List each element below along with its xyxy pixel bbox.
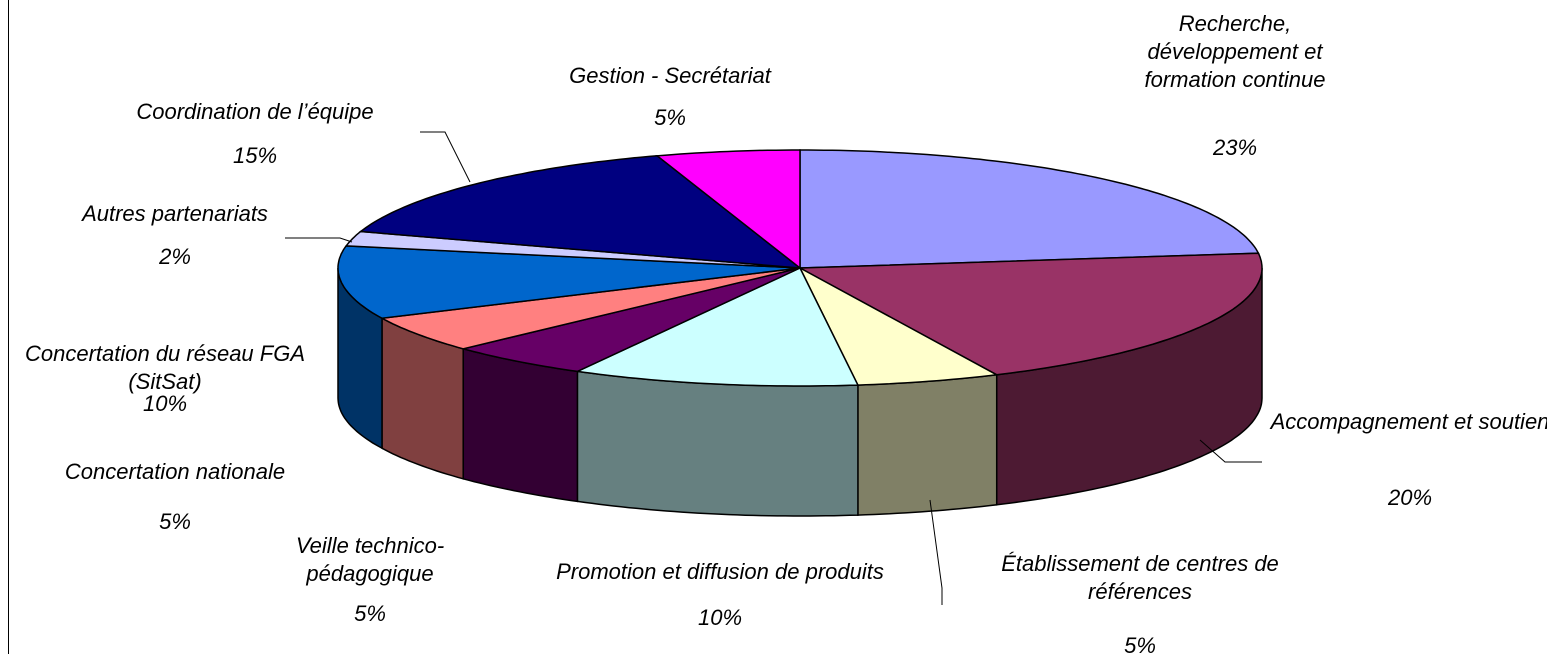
slice — [337, 245, 801, 319]
slice — [655, 149, 801, 270]
slice — [797, 252, 1263, 376]
slice — [574, 267, 860, 387]
slice-label: Établissement de centres de références — [1001, 551, 1279, 604]
slice-value-label: 5% — [654, 105, 686, 130]
leader-line — [285, 237, 353, 243]
slice-value-label: 23% — [1212, 135, 1258, 160]
slice-value-label: 10% — [697, 605, 743, 630]
slice-label: Concertation du réseau FGA (SitSat) — [24, 341, 306, 394]
slice-label: Coordination de l’équipe — [136, 99, 374, 124]
slice-value-label: 2% — [159, 244, 191, 269]
slice-side — [576, 370, 859, 517]
leader-line — [420, 131, 471, 183]
slice-value-label: 20% — [1387, 485, 1433, 510]
slice-value-label: 5% — [354, 601, 386, 626]
slice-label: Promotion et diffusion de produits — [556, 559, 884, 584]
slice — [799, 149, 1260, 269]
slice-label: Veille technico-pédagogique — [295, 533, 445, 586]
slice — [463, 267, 801, 373]
slice-value-label: 15% — [232, 143, 278, 168]
slice-value-label: 5% — [1124, 633, 1156, 658]
slice — [798, 266, 1000, 386]
slice-label: Autres partenariats — [82, 201, 268, 226]
slice-label: Accompagnement et soutien — [1270, 409, 1547, 434]
slice-value-label: 10% — [142, 391, 188, 416]
slice-label: Concertation nationale — [64, 459, 286, 484]
slice-label: Gestion - Secrétariat — [569, 63, 771, 88]
slice — [358, 155, 803, 269]
slice-side — [857, 373, 998, 516]
slice-value-label: 5% — [159, 509, 191, 534]
leader-line — [1199, 439, 1262, 463]
slice-label: Recherche, développement et formation co… — [1144, 11, 1326, 92]
leader-line — [929, 499, 943, 605]
slice-side — [462, 347, 579, 503]
slice — [379, 267, 801, 350]
